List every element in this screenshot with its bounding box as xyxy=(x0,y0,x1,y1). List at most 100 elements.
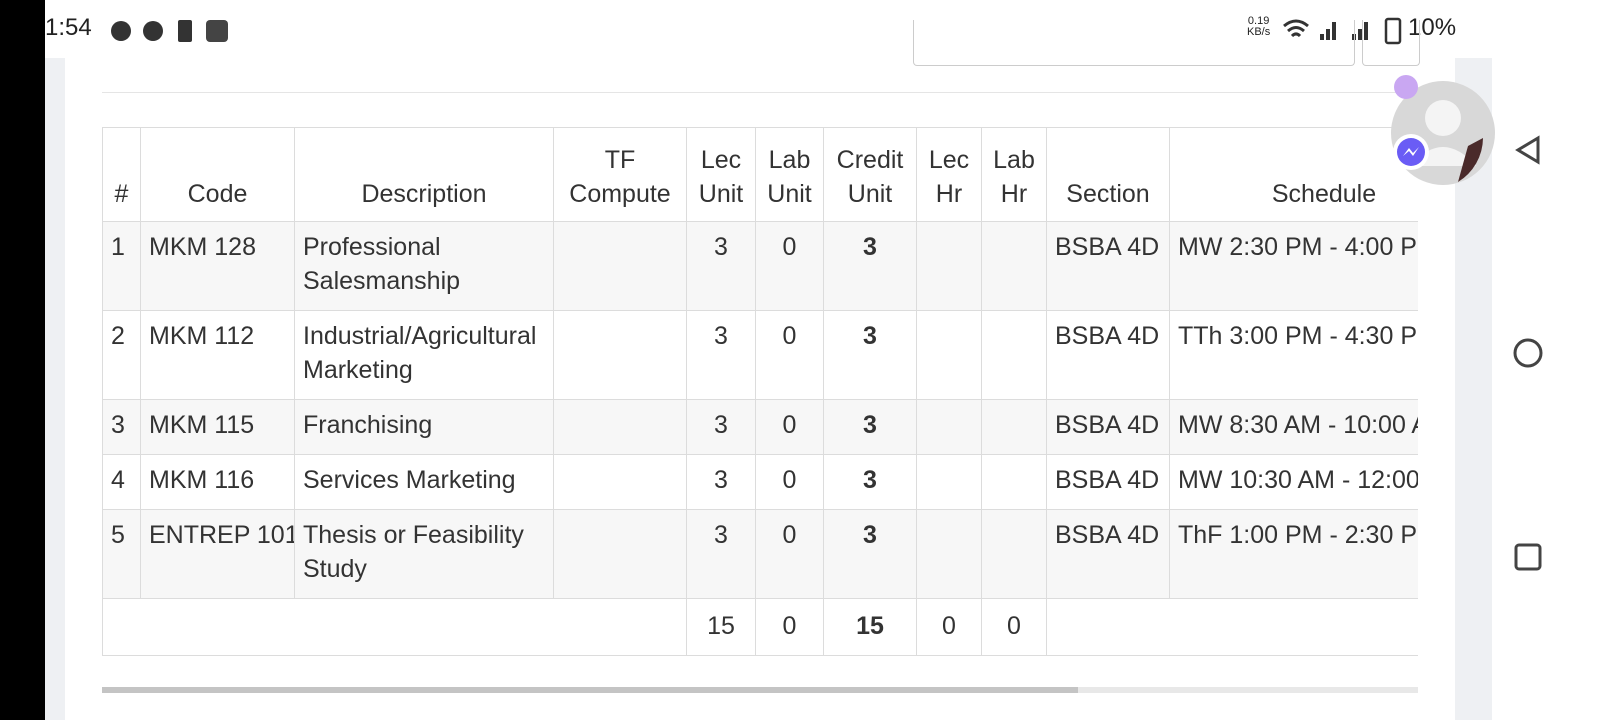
divider xyxy=(102,92,1418,93)
header-row: # Code Description TF Compute Lec Unit Lab Un… xyxy=(102,127,1418,222)
table-cell: 0 xyxy=(755,454,824,510)
table-cell: 3 xyxy=(823,454,917,510)
table-cell: Services Marketing xyxy=(294,454,554,510)
table-cell xyxy=(981,509,1047,599)
table-cell: 3 xyxy=(823,221,917,311)
table-container: # Code Description TF Compute Lec Unit Lab Un… xyxy=(102,127,1418,657)
column-header: Lec Unit xyxy=(686,127,756,222)
table-cell xyxy=(553,454,687,510)
table-cell xyxy=(553,509,687,599)
total-cell: 15 xyxy=(823,598,917,656)
search-input[interactable] xyxy=(913,20,1355,66)
back-button[interactable] xyxy=(1515,135,1540,165)
totals-row: 15 0 15 0 0 xyxy=(102,598,1418,656)
battery-level: 10% xyxy=(1408,14,1457,41)
total-cell: 0 xyxy=(916,598,982,656)
status-bar xyxy=(45,0,1492,58)
table-cell: 3 xyxy=(823,310,917,400)
table-row: 3 MKM 115 Franchising 3 0 3 BSBA 4D MW 8:30 AM … xyxy=(102,399,1418,455)
table-cell xyxy=(981,310,1047,400)
table-cell: 5 xyxy=(102,509,141,599)
table-cell: TTh 3:00 PM - 4:30 PM xyxy=(1169,310,1418,400)
recents-button[interactable] xyxy=(1514,543,1542,571)
table-cell: 1 xyxy=(102,221,141,311)
table-cell: BSBA 4D xyxy=(1046,221,1170,311)
table-cell: 3 xyxy=(686,509,756,599)
table-cell xyxy=(916,310,982,400)
net-speed: 0.19 KB/s xyxy=(1247,16,1270,38)
table-cell: 0 xyxy=(755,221,824,311)
column-header: Lab Hr xyxy=(981,127,1047,222)
clock: 1:54 xyxy=(45,14,92,41)
table-cell xyxy=(981,399,1047,455)
table-cell: MKM 115 xyxy=(140,399,295,455)
column-header: Credit Unit xyxy=(823,127,917,222)
table-cell: BSBA 4D xyxy=(1046,454,1170,510)
table-cell: Thesis or Feasibility Study xyxy=(294,509,554,599)
speed-value: 0.19 xyxy=(1247,15,1270,27)
schedule-table: # Code Description TF Compute Lec Unit Lab Un… xyxy=(102,127,1418,656)
table-cell: 0 xyxy=(755,399,824,455)
table-cell xyxy=(916,509,982,599)
column-header: Section xyxy=(1046,127,1170,222)
table-cell xyxy=(553,310,687,400)
table-cell: 3 xyxy=(102,399,141,455)
scrollbar-thumb[interactable] xyxy=(102,687,1078,693)
table-row: 1 MKM 128 Professional Salesmanship 3 0 3 BSBA… xyxy=(102,221,1418,311)
nav-bar xyxy=(1492,0,1600,720)
table-body: 1 MKM 128 Professional Salesmanship 3 0 3 BSBA… xyxy=(102,221,1418,656)
home-button[interactable] xyxy=(1513,338,1543,368)
table-cell: 2 xyxy=(102,310,141,400)
chat-head[interactable] xyxy=(1388,66,1498,201)
table-row: 5 ENTREP 101 Thesis or Feasibility Study 3 0… xyxy=(102,509,1418,599)
table-cell xyxy=(981,454,1047,510)
table-cell: 3 xyxy=(823,509,917,599)
table-cell xyxy=(1046,598,1418,656)
table-cell: Franchising xyxy=(294,399,554,455)
table-cell: MW 2:30 PM - 4:00 PM xyxy=(1169,221,1418,311)
column-header: Schedule xyxy=(1169,127,1418,222)
table-cell: Professional Salesmanship xyxy=(294,221,554,311)
total-cell: 15 xyxy=(686,598,756,656)
table-cell: 3 xyxy=(686,454,756,510)
column-header: Lab Unit xyxy=(755,127,824,222)
table-cell: MW 8:30 AM - 10:00 AM xyxy=(1169,399,1418,455)
table-cell: MKM 128 xyxy=(140,221,295,311)
table-cell xyxy=(102,598,687,656)
table-cell: Industrial/Agricultural Marketing xyxy=(294,310,554,400)
column-header: TF Compute xyxy=(553,127,687,222)
table-cell: BSBA 4D xyxy=(1046,399,1170,455)
speed-unit: KB/s xyxy=(1247,26,1271,38)
column-header: Description xyxy=(294,127,554,222)
button[interactable] xyxy=(1362,20,1420,66)
table-cell: 0 xyxy=(755,509,824,599)
table-cell: BSBA 4D xyxy=(1046,509,1170,599)
total-cell: 0 xyxy=(755,598,824,656)
table-cell: 3 xyxy=(686,399,756,455)
total-cell: 0 xyxy=(981,598,1047,656)
table-cell xyxy=(916,399,982,455)
table-cell: MKM 116 xyxy=(140,454,295,510)
table-row: 4 MKM 116 Services Marketing 3 0 3 BSBA 4D MW 1… xyxy=(102,454,1418,510)
table-cell: 3 xyxy=(686,310,756,400)
table-cell: 0 xyxy=(755,310,824,400)
table-cell: ENTREP 101 xyxy=(140,509,295,599)
table-cell: ThF 1:00 PM - 2:30 PM xyxy=(1169,509,1418,599)
notification-icons xyxy=(111,20,228,42)
column-header: Code xyxy=(140,127,295,222)
table-cell: MKM 112 xyxy=(140,310,295,400)
left-edge xyxy=(0,0,45,720)
table-cell: 3 xyxy=(823,399,917,455)
column-header: Lec Hr xyxy=(916,127,982,222)
table-cell xyxy=(553,221,687,311)
table-cell: 4 xyxy=(102,454,141,510)
table-cell: MW 10:30 AM - 12:00 PM xyxy=(1169,454,1418,510)
nav-buttons xyxy=(1513,135,1543,571)
column-header: # xyxy=(102,127,141,222)
table-row: 2 MKM 112 Industrial/Agricultural Marketin… xyxy=(102,310,1418,400)
table-cell xyxy=(553,399,687,455)
table-cell xyxy=(981,221,1047,311)
table-cell: BSBA 4D xyxy=(1046,310,1170,400)
table-cell xyxy=(916,221,982,311)
